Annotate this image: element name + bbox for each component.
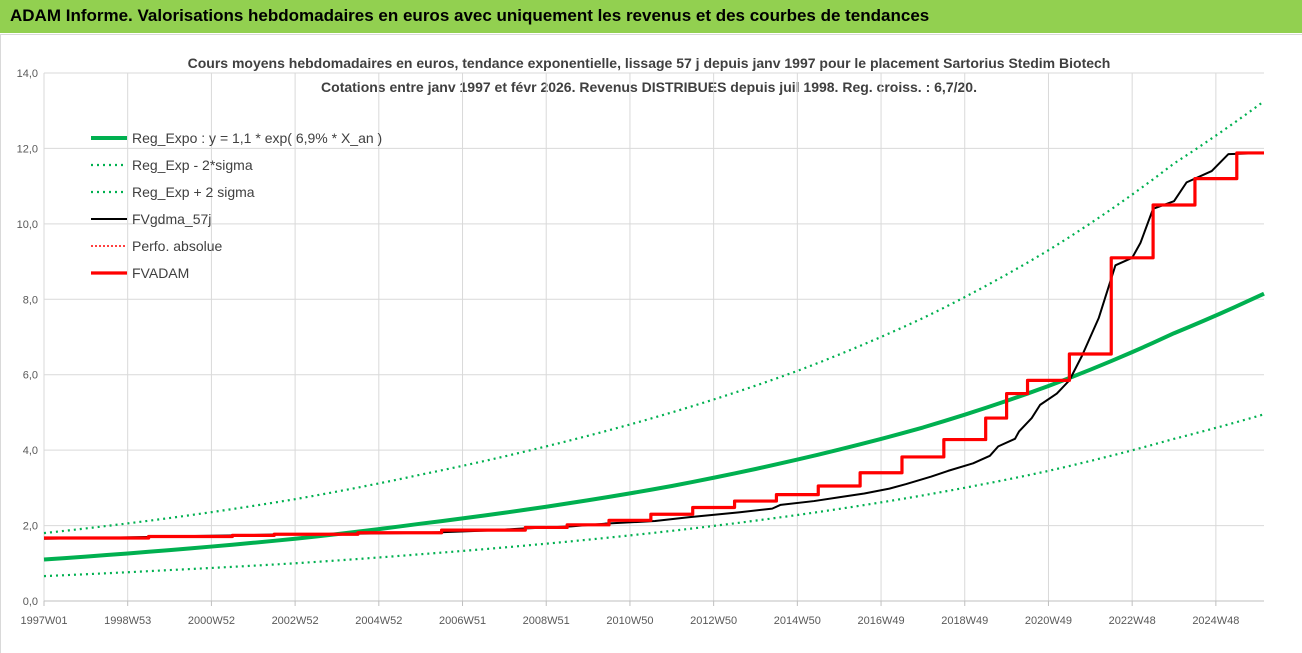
series-line-1 (43, 413, 1265, 578)
y-tick-label: 12,0 (17, 143, 38, 155)
x-tick-label: 2018W49 (941, 615, 988, 627)
x-tick-label: 1997W01 (20, 615, 67, 627)
x-tick-label: 2020W49 (1025, 615, 1072, 627)
legend-label: Reg_Exp - 2*sigma (132, 157, 253, 173)
plot-area (43, 100, 1265, 578)
x-tick-label: 2022W48 (1109, 615, 1156, 627)
x-tick-label: 2008W51 (523, 615, 570, 627)
y-tick-label: 0,0 (23, 596, 38, 608)
gridlines (43, 72, 1264, 602)
y-tick-label: 4,0 (23, 445, 38, 457)
x-tick-label: 2006W51 (439, 615, 486, 627)
legend-label: Perfo. absolue (132, 238, 222, 254)
x-tick-label: 2012W50 (690, 615, 737, 627)
chart-frame: Cours moyens hebdomadaires en euros, ten… (0, 34, 1302, 653)
y-tick-label: 6,0 (23, 370, 38, 382)
x-tick-label: 1998W53 (104, 615, 151, 627)
series-line-5 (44, 151, 1264, 540)
y-tick-label: 10,0 (17, 219, 38, 231)
series-line-2 (43, 100, 1265, 535)
x-tick-label: 2000W52 (188, 615, 235, 627)
x-tick-label: 2004W52 (355, 615, 402, 627)
x-axis: 1997W01 1998W53 2000W52 2002W52 2004W52 2006W… (20, 600, 1264, 627)
legend: Reg_Expo : y = 1,1 * exp( 6,9% * X_an ) R… (91, 130, 382, 281)
legend-label: FVgdma_57j (132, 211, 211, 227)
y-tick-label: 14,0 (17, 68, 38, 80)
series-line-0 (43, 291, 1265, 562)
x-tick-label: 2024W48 (1192, 615, 1239, 627)
legend-label: Reg_Exp + 2 sigma (132, 184, 255, 200)
y-axis: 0,0 2,0 4,0 6,0 8,0 10,0 12,0 14,0 (17, 68, 38, 608)
legend-label: Reg_Expo : y = 1,1 * exp( 6,9% * X_an ) (132, 130, 382, 146)
y-tick-label: 8,0 (23, 294, 38, 306)
chart-title-line1: Cours moyens hebdomadaires en euros, ten… (188, 55, 1111, 71)
report-title: ADAM Informe. Valorisations hebdomadaire… (10, 6, 930, 25)
x-tick-label: 2010W50 (606, 615, 653, 627)
x-tick-label: 2002W52 (272, 615, 319, 627)
y-tick-label: 2,0 (23, 521, 38, 533)
x-tick-label: 2016W49 (858, 615, 905, 627)
chart-title-line2: Cotations entre janv 1997 et févr 2026. … (321, 79, 977, 95)
x-tick-label: 2014W50 (774, 615, 821, 627)
series-line-3 (43, 151, 1265, 540)
report-banner: ADAM Informe. Valorisations hebdomadaire… (0, 0, 1302, 33)
legend-label: FVADAM (132, 265, 189, 281)
line-chart: Cours moyens hebdomadaires en euros, ten… (17, 55, 1265, 627)
